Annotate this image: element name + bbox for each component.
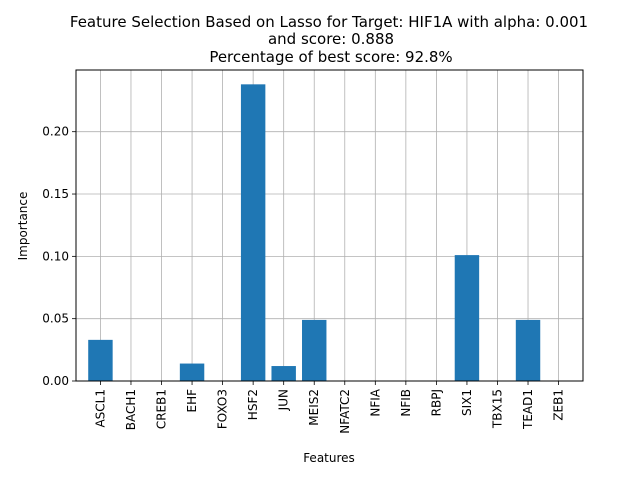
x-axis-ticks: ASCL1 BACH1 CREB1 EHF FOXO3 HSF2 JUN MEIS2 NFATC… bbox=[93, 381, 566, 434]
x-tick-label: TBX15 bbox=[490, 389, 504, 429]
y-axis-label: Importance bbox=[16, 192, 30, 261]
x-tick-label: NFIB bbox=[399, 389, 413, 417]
x-tick-label: FOXO3 bbox=[216, 389, 230, 429]
x-tick-label: NFIA bbox=[368, 388, 382, 416]
bar-meis2 bbox=[302, 319, 327, 381]
chart-title-line-1: Feature Selection Based on Lasso for Tar… bbox=[70, 13, 588, 31]
x-tick-label: CREB1 bbox=[155, 389, 169, 429]
y-tick-label: 0.10 bbox=[42, 249, 69, 263]
bar-ehf bbox=[179, 363, 205, 381]
bar-hsf2 bbox=[240, 84, 266, 382]
y-axis-ticks: 0.00 0.05 0.10 0.15 0.20 bbox=[42, 125, 76, 388]
x-tick-label: ZEB1 bbox=[552, 389, 566, 421]
x-tick-label: HSF2 bbox=[246, 389, 260, 420]
grid-lines bbox=[76, 70, 583, 382]
bar-jun bbox=[271, 366, 296, 381]
chart-title-line-3: Percentage of best score: 92.8% bbox=[209, 48, 452, 66]
bar-ascl1 bbox=[88, 339, 113, 381]
plot-area-frame bbox=[75, 69, 584, 382]
chart-title-line-2: and score: 0.888 bbox=[268, 30, 394, 48]
y-tick-label: 0.00 bbox=[42, 374, 69, 388]
x-tick-label: NFATC2 bbox=[338, 389, 352, 434]
x-tick-label: JUN bbox=[277, 389, 291, 411]
x-tick-label: MEIS2 bbox=[307, 389, 321, 426]
x-axis-label: Features bbox=[303, 451, 355, 465]
x-tick-label: ASCL1 bbox=[93, 389, 107, 428]
bar-six1 bbox=[454, 255, 480, 381]
y-tick-label: 0.20 bbox=[42, 125, 69, 139]
x-tick-label: TEAD1 bbox=[521, 389, 535, 430]
x-tick-label: BACH1 bbox=[124, 389, 138, 430]
bars bbox=[88, 84, 541, 382]
x-tick-label: EHF bbox=[185, 389, 199, 413]
y-tick-label: 0.15 bbox=[42, 187, 69, 201]
x-tick-label: RBPJ bbox=[429, 389, 443, 416]
bar-tead1 bbox=[515, 319, 541, 381]
y-tick-label: 0.05 bbox=[42, 312, 69, 326]
x-tick-label: SIX1 bbox=[460, 389, 474, 416]
